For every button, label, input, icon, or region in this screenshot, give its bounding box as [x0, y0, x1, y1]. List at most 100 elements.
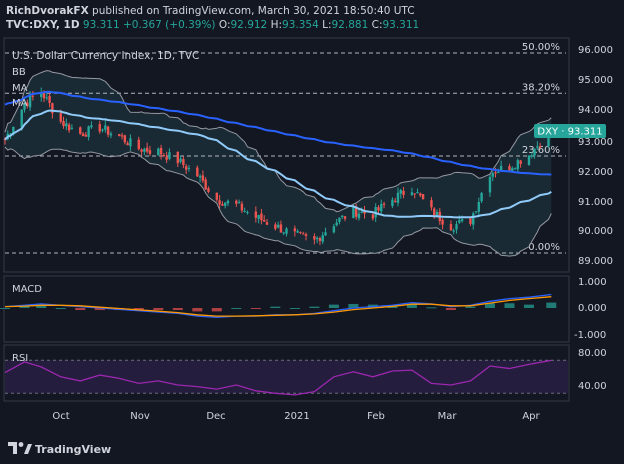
candle-body [474, 211, 478, 213]
candle-body [23, 103, 26, 110]
macd-histogram-bar [133, 308, 144, 311]
candle-body [304, 234, 308, 236]
symbol-label: TVC:DXY, 1D [6, 19, 80, 31]
candle-body [299, 232, 302, 234]
price-axis[interactable]: 96.000 95.000 94.000 93.000 92.000 91.00… [578, 45, 613, 267]
candle-body [246, 212, 249, 214]
indicator-ma1-label[interactable]: MA [12, 83, 28, 94]
candle-body [98, 124, 101, 132]
candle-body [494, 172, 497, 174]
candle-body [148, 150, 152, 154]
candle-body [221, 204, 224, 206]
published-text: published on TradingView.com, March 30, … [92, 5, 415, 17]
candle-body [377, 207, 380, 211]
macd-histogram-bar [55, 308, 66, 309]
candle-body [360, 211, 363, 213]
macd-histogram-bar [94, 308, 105, 311]
macd-histogram-bar [289, 308, 300, 309]
candle-body [293, 228, 297, 232]
price-tick: 90.000 [578, 226, 613, 237]
candle-body [218, 200, 221, 205]
ma-fast-line [4, 109, 552, 219]
high-label: H: [270, 19, 283, 31]
macd-tick: 0.000 [578, 303, 607, 314]
footer-brand: TradingView [35, 443, 111, 456]
macd-histogram-bar [484, 303, 495, 308]
candle-body [382, 203, 386, 205]
candle-body [391, 199, 394, 206]
candle-body [274, 224, 277, 229]
candle-body [126, 143, 129, 146]
rsi-band [5, 360, 568, 394]
author-name[interactable]: RichDvorakFX [6, 5, 89, 17]
price-change: +0.367 (+0.39%) [122, 19, 216, 31]
price-tick: 91.000 [578, 197, 613, 208]
candle-body [419, 193, 422, 196]
candle-body [338, 217, 341, 222]
macd-tick: 1.000 [578, 277, 607, 288]
price-tick: 93.000 [578, 137, 613, 148]
candle-body [26, 102, 29, 107]
candle-body [315, 237, 319, 240]
candle-body [413, 193, 416, 195]
time-label: Nov [130, 411, 150, 422]
candle-body [302, 233, 305, 235]
bollinger-lower-line [4, 146, 552, 257]
candle-body [519, 160, 522, 164]
candle-body [265, 222, 269, 225]
price-tick: 94.000 [578, 105, 613, 116]
candle-body [201, 175, 205, 181]
time-axis[interactable]: Oct Nov Dec 2021 Feb Mar Apr [52, 411, 540, 422]
candle-body [157, 148, 160, 156]
candle-body [421, 194, 425, 200]
fib-label: 0.00% [528, 242, 560, 253]
time-label: Apr [522, 411, 540, 422]
candle-body [416, 192, 419, 194]
candle-body [433, 208, 436, 217]
macd-histogram-bar [309, 306, 320, 308]
macd-histogram-bar [250, 308, 261, 309]
candle-body [42, 92, 46, 99]
candle-body [101, 129, 104, 131]
candle-body [90, 125, 93, 128]
candle-body [120, 135, 124, 137]
candle-body [410, 192, 414, 196]
indicator-ma2-label[interactable]: MA [12, 98, 28, 109]
candle-body [335, 222, 338, 226]
tradingview-logo[interactable]: TradingView [8, 442, 111, 456]
candle-body [511, 168, 514, 172]
candle-body [530, 155, 533, 157]
bollinger-fill [5, 70, 552, 257]
macd-label[interactable]: MACD [12, 284, 42, 295]
fib-label: 50.00% [522, 42, 560, 53]
macd-pane[interactable] [3, 275, 570, 343]
price-tag: DXY · 93.311 [537, 127, 602, 138]
candle-body [263, 220, 266, 222]
rsi-label[interactable]: RSI [12, 353, 28, 364]
candle-body [137, 139, 140, 150]
time-label: Mar [438, 411, 458, 422]
candle-body [243, 211, 246, 213]
candle-body [460, 219, 464, 222]
candle-body [226, 200, 230, 204]
macd-histogram-bar [172, 308, 183, 311]
candle-body [48, 95, 51, 103]
rsi-plot [4, 359, 568, 396]
candle-body [40, 92, 43, 97]
rsi-axis: 80.00 40.00 [578, 348, 607, 392]
rsi-tick: 40.00 [578, 381, 607, 392]
candle-body [357, 213, 361, 219]
candle-body [182, 159, 185, 166]
macd-histogram-bar [75, 308, 86, 311]
candle-body [318, 238, 322, 241]
indicator-bb-label[interactable]: BB [12, 67, 26, 78]
candle-body [81, 133, 85, 137]
candle-body [371, 214, 375, 219]
tradingview-logo-slash [24, 444, 32, 454]
time-label: Feb [367, 411, 385, 422]
macd-histogram-bar [0, 308, 10, 309]
candle-body [140, 149, 143, 152]
candle-body [516, 160, 520, 170]
candle-body [276, 224, 280, 228]
